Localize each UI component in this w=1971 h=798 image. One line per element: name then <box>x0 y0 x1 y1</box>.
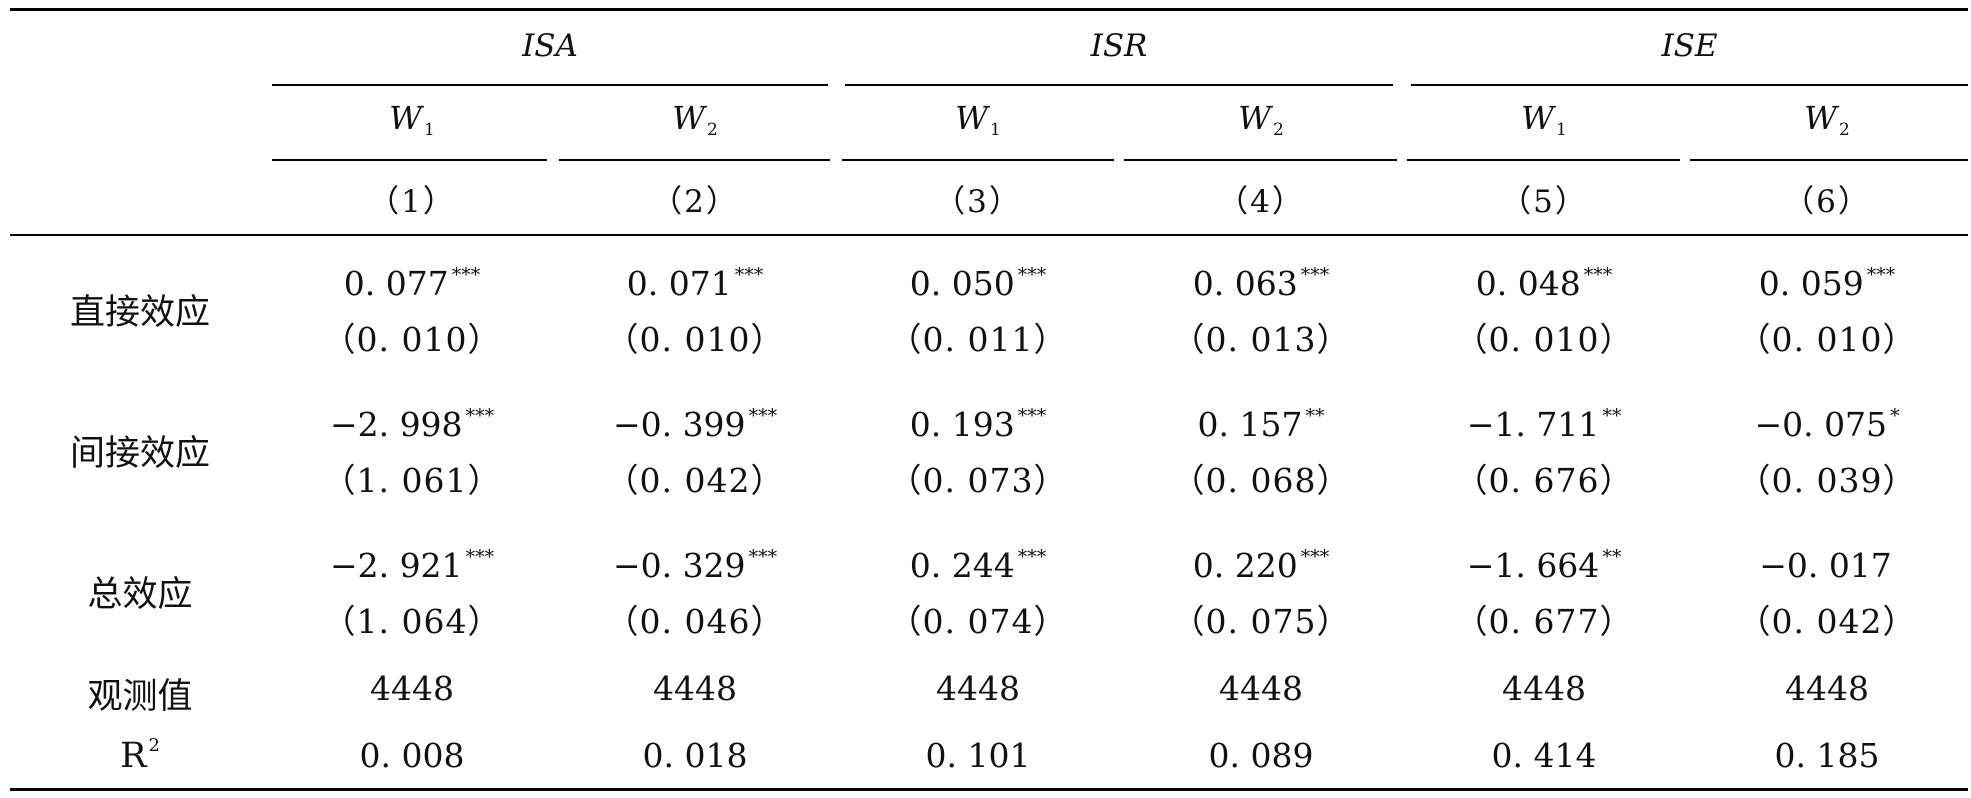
coef-indirect-5: −1. 711 ** <box>1466 405 1622 444</box>
weight-rule-1 <box>272 159 547 161</box>
se-direct-2: （0. 010） <box>605 320 785 359</box>
column-number-4: （4） <box>1217 184 1305 220</box>
header-bottom-rule <box>10 234 1968 236</box>
r-squared-3: 0. 101 <box>925 736 1031 775</box>
se-total-1: （1. 064） <box>322 602 502 641</box>
coef-total-1: −2. 921 *** <box>329 546 495 585</box>
row-label-direct-effect: 直接效应 <box>69 293 210 333</box>
se-indirect-4: （0. 068） <box>1171 461 1351 500</box>
column-number-3: （3） <box>934 184 1022 220</box>
bottom-rule <box>10 788 1968 791</box>
weight-rule-6 <box>1690 159 1968 161</box>
observations-4: 4448 <box>1219 669 1303 708</box>
group-rule-isr <box>845 84 1393 86</box>
coef-total-3: 0. 244 *** <box>909 546 1047 585</box>
coef-direct-2: 0. 071 *** <box>626 264 764 303</box>
group-rule-ise <box>1411 84 1968 86</box>
coef-indirect-6: −0. 075 * <box>1754 405 1900 444</box>
se-indirect-2: （0. 042） <box>605 461 785 500</box>
column-number-2: （2） <box>651 184 739 220</box>
se-indirect-6: （0. 039） <box>1737 461 1917 500</box>
group-rule-isa <box>272 84 828 86</box>
coef-direct-4: 0. 063 *** <box>1192 264 1330 303</box>
se-indirect-3: （0. 073） <box>888 461 1068 500</box>
column-number-1: （1） <box>368 184 456 220</box>
se-total-4: （0. 075） <box>1171 602 1351 641</box>
observations-3: 4448 <box>936 669 1020 708</box>
observations-5: 4448 <box>1502 669 1586 708</box>
coef-total-4: 0. 220 *** <box>1192 546 1330 585</box>
coef-direct-6: 0. 059 *** <box>1758 264 1896 303</box>
row-label-indirect-effect: 间接效应 <box>69 434 210 474</box>
observations-2: 4448 <box>653 669 737 708</box>
se-direct-5: （0. 010） <box>1454 320 1634 359</box>
coef-total-2: −0. 329 *** <box>612 546 778 585</box>
weight-rule-5 <box>1407 159 1680 161</box>
se-total-6: （0. 042） <box>1737 602 1917 641</box>
se-total-3: （0. 074） <box>888 602 1068 641</box>
se-direct-1: （0. 010） <box>322 320 502 359</box>
column-number-6: （6） <box>1783 184 1871 220</box>
group-header-isr: ISR <box>1090 28 1148 64</box>
coef-total-5: −1. 664 ** <box>1466 546 1622 585</box>
se-total-2: （0. 046） <box>605 602 785 641</box>
top-rule <box>10 8 1968 11</box>
row-label-total-effect: 总效应 <box>87 575 193 615</box>
se-indirect-5: （0. 676） <box>1454 461 1634 500</box>
coef-direct-3: 0. 050 *** <box>909 264 1047 303</box>
coef-direct-5: 0. 048 *** <box>1475 264 1613 303</box>
coef-indirect-2: −0. 399 *** <box>612 405 778 444</box>
coef-indirect-4: 0. 157 ** <box>1197 405 1325 444</box>
group-header-ise: ISE <box>1661 28 1718 64</box>
group-header-isa: ISA <box>522 28 578 64</box>
weight-rule-3 <box>842 159 1114 161</box>
weight-rule-4 <box>1124 159 1397 161</box>
se-indirect-1: （1. 061） <box>322 461 502 500</box>
column-number-5: （5） <box>1500 184 1588 220</box>
r-squared-2: 0. 018 <box>642 736 748 775</box>
r-squared-1: 0. 008 <box>359 736 465 775</box>
row-label-observations: 观测值 <box>87 677 193 717</box>
se-direct-4: （0. 013） <box>1171 320 1351 359</box>
se-total-5: （0. 677） <box>1454 602 1634 641</box>
observations-1: 4448 <box>370 669 454 708</box>
weight-rule-2 <box>559 159 830 161</box>
se-direct-3: （0. 011） <box>888 320 1068 359</box>
r-squared-5: 0. 414 <box>1491 736 1597 775</box>
coef-direct-1: 0. 077 *** <box>343 264 481 303</box>
se-direct-6: （0. 010） <box>1737 320 1917 359</box>
observations-6: 4448 <box>1785 669 1869 708</box>
coef-total-6: −0. 017 <box>1759 546 1892 585</box>
coef-indirect-3: 0. 193 *** <box>909 405 1047 444</box>
r-squared-4: 0. 089 <box>1208 736 1314 775</box>
r-squared-6: 0. 185 <box>1774 736 1880 775</box>
coef-indirect-1: −2. 998 *** <box>329 405 495 444</box>
